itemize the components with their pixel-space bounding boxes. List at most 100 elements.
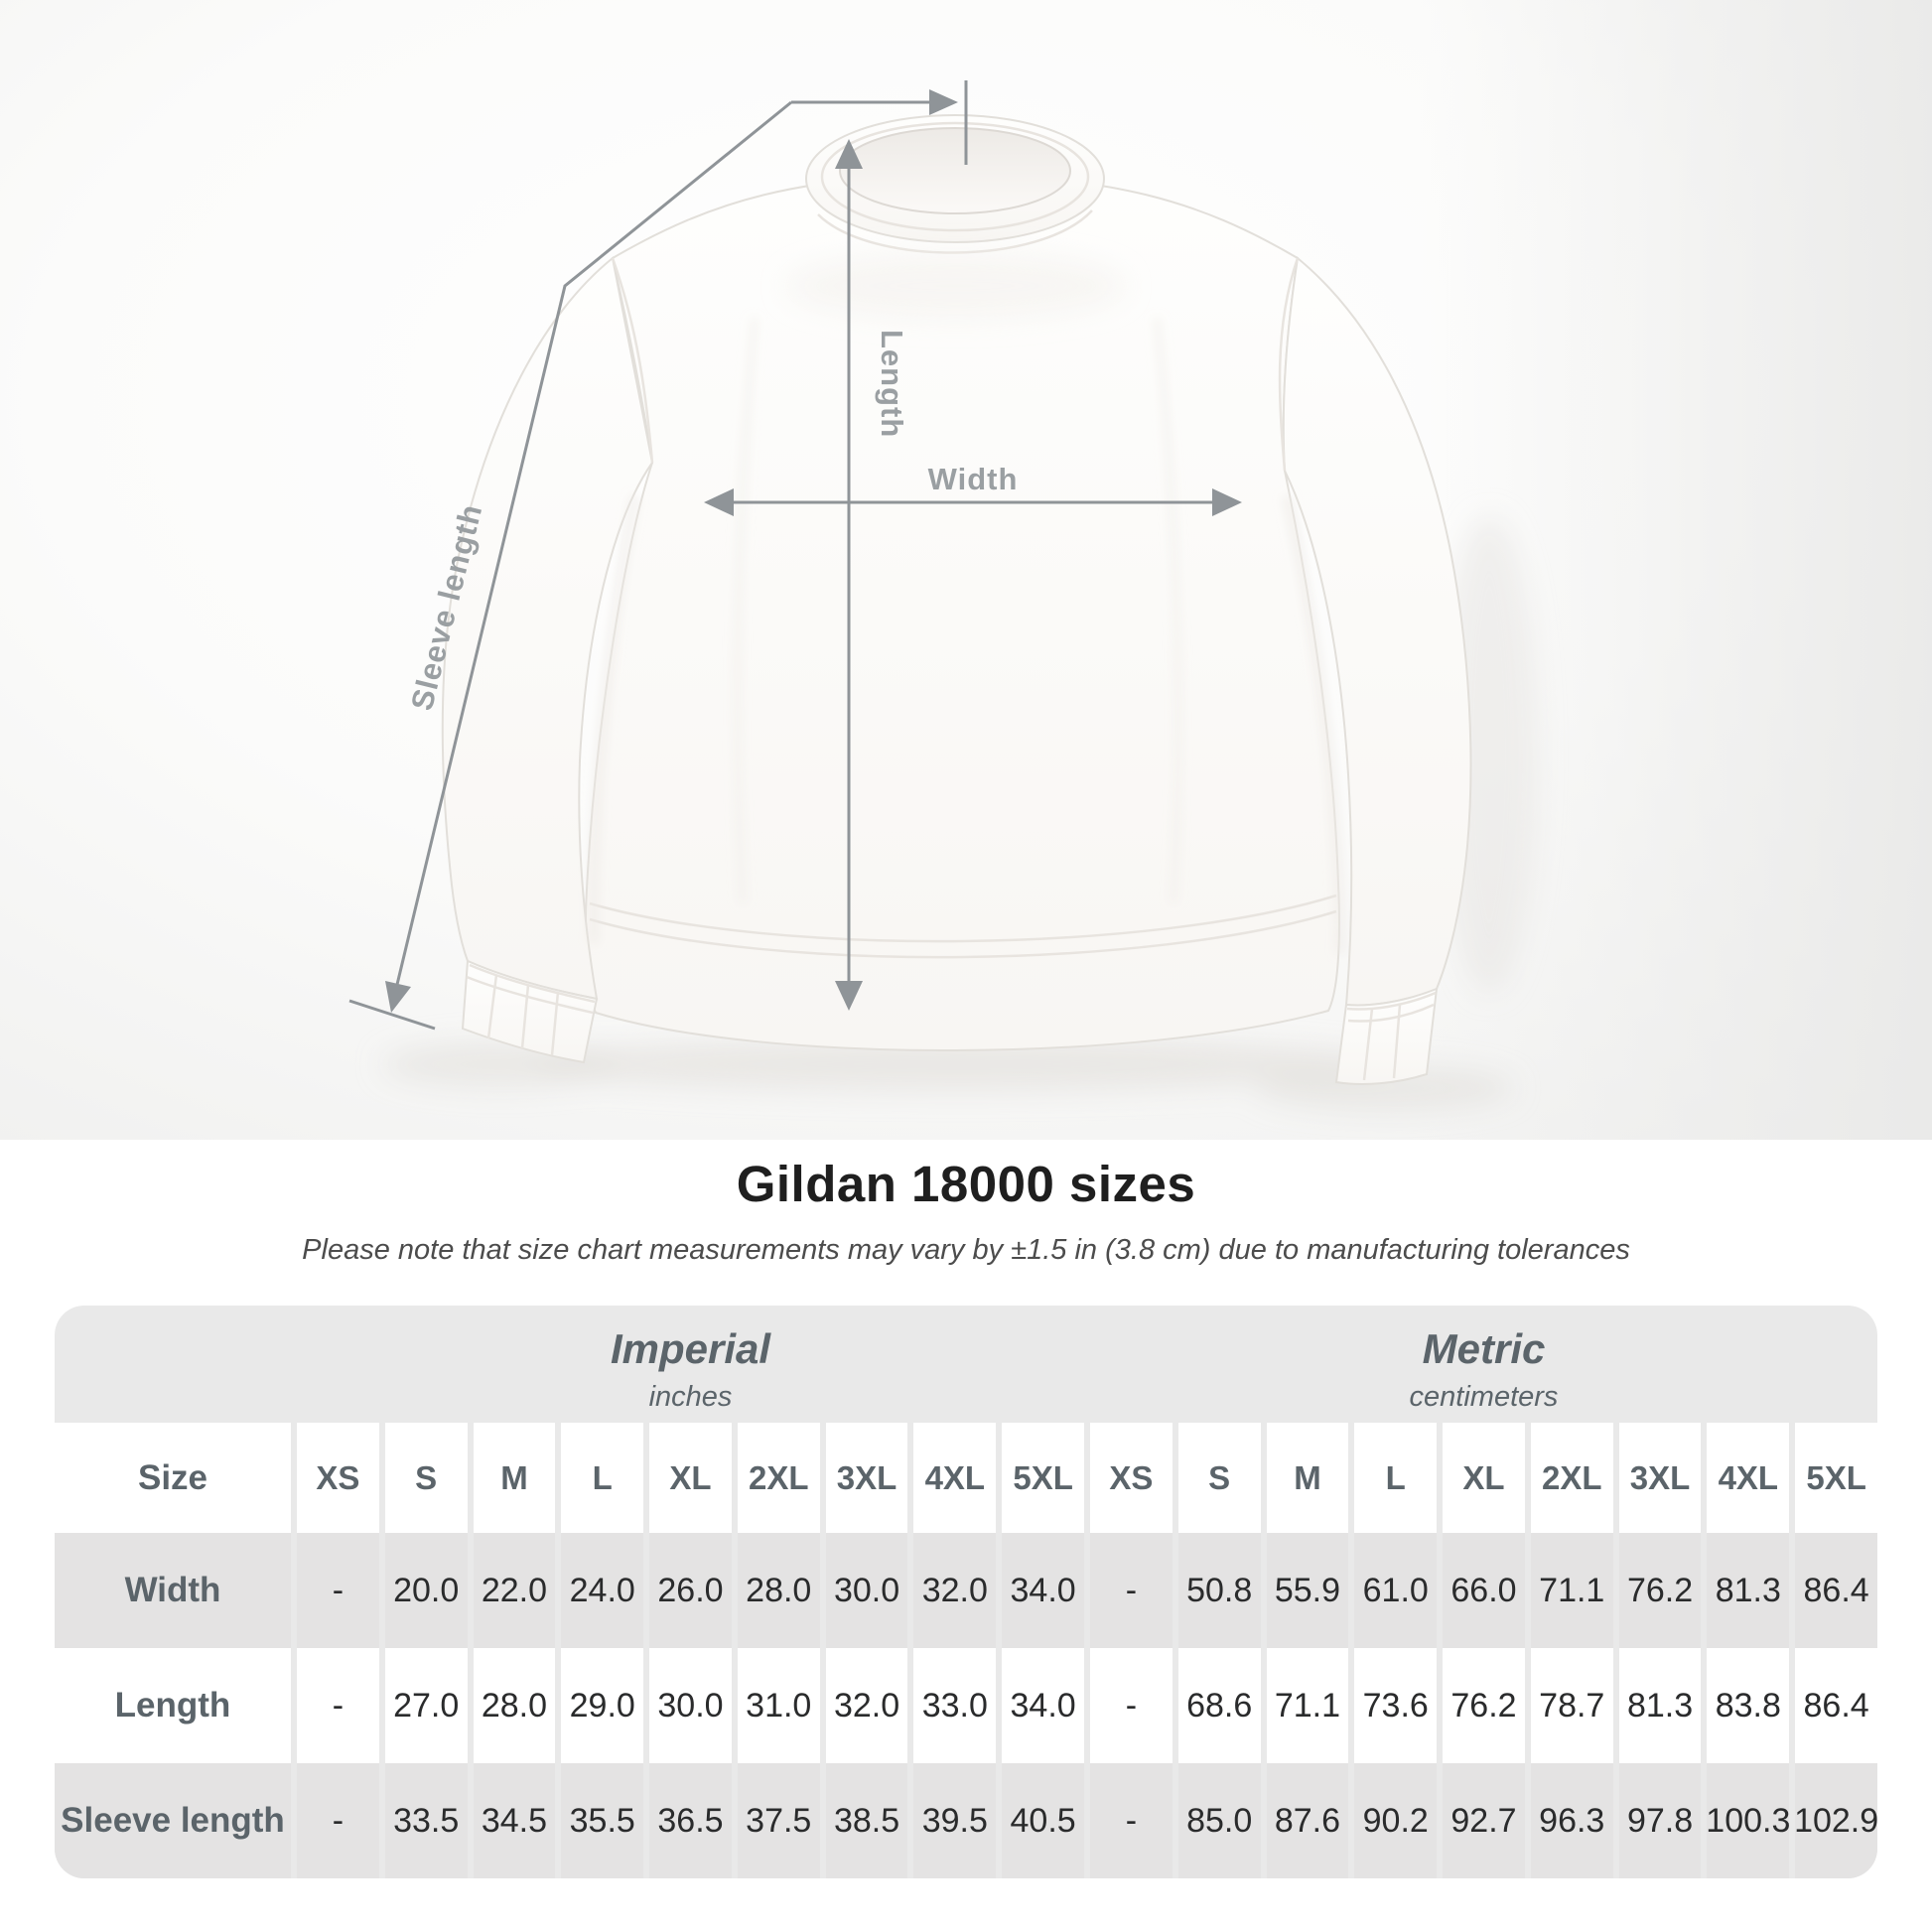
size-header: 2XL [1530, 1423, 1613, 1533]
table-value: 22.0 [473, 1533, 556, 1648]
table-value: 66.0 [1443, 1533, 1525, 1648]
table-value: 39.5 [913, 1763, 997, 1878]
table-value: 37.5 [737, 1763, 820, 1878]
table-value: 81.3 [1707, 1533, 1790, 1648]
table-value: 33.0 [913, 1648, 997, 1763]
table-value: 30.0 [649, 1648, 732, 1763]
size-header: 4XL [913, 1423, 997, 1533]
imperial-group-header: Imperial inches [297, 1306, 1084, 1423]
table-value: 34.0 [1002, 1648, 1084, 1763]
row-label: Width [55, 1533, 291, 1648]
table-value: 78.7 [1530, 1648, 1613, 1763]
size-header: 3XL [825, 1423, 908, 1533]
imperial-group-title: Imperial [610, 1325, 771, 1372]
length-start-guide [791, 80, 968, 165]
table-value: 100.3 [1706, 1763, 1790, 1878]
size-column-header: Size [55, 1423, 291, 1533]
table-value: 32.0 [825, 1648, 908, 1763]
table-value: 34.5 [473, 1763, 556, 1878]
imperial-group-unit: inches [648, 1381, 733, 1413]
length-arrow [835, 139, 863, 1011]
table-value: 55.9 [1266, 1533, 1349, 1648]
table-value: 102.9 [1794, 1763, 1877, 1878]
metric-group-unit: centimeters [1409, 1381, 1559, 1413]
table-value: 28.0 [473, 1648, 556, 1763]
size-header: XS [297, 1423, 379, 1533]
length-dimension-label: Length [875, 330, 909, 438]
size-header: M [1266, 1423, 1349, 1533]
table-value: 76.2 [1443, 1648, 1525, 1763]
width-dimension-label: Width [928, 462, 1019, 496]
table-value: - [297, 1533, 379, 1648]
collar-inner [839, 127, 1071, 214]
table-value: 29.0 [561, 1648, 644, 1763]
table-value: 87.6 [1266, 1763, 1349, 1878]
fabric-folds [589, 317, 1344, 954]
table-value: 83.8 [1707, 1648, 1790, 1763]
table-value: 85.0 [1177, 1763, 1261, 1878]
product-photo: Length Width Sleeve length [0, 0, 1932, 1140]
table-value: 34.0 [1002, 1533, 1084, 1648]
table-value: 96.3 [1530, 1763, 1613, 1878]
tolerance-note: Please note that size chart measurements… [302, 1234, 1630, 1266]
table-value: - [1090, 1648, 1173, 1763]
table-row-sleeve-length: Sleeve length - 33.5 34.5 35.5 36.5 37.5… [55, 1763, 1877, 1878]
table-value: 90.2 [1354, 1763, 1438, 1878]
size-header: XL [1443, 1423, 1525, 1533]
size-header: 4XL [1707, 1423, 1790, 1533]
table-row-width: Width - 20.0 22.0 24.0 26.0 28.0 30.0 32… [55, 1533, 1877, 1648]
table-value: 92.7 [1443, 1763, 1525, 1878]
table-value: 50.8 [1177, 1533, 1261, 1648]
table-value: 20.0 [384, 1533, 468, 1648]
row-label: Length [55, 1648, 291, 1763]
table-value: 33.5 [384, 1763, 468, 1878]
page-title: Gildan 18000 sizes [736, 1156, 1196, 1212]
row-label: Sleeve length [55, 1763, 291, 1878]
size-header: XL [649, 1423, 732, 1533]
table-value: 35.5 [561, 1763, 644, 1878]
table-value: 24.0 [561, 1533, 644, 1648]
table-value: 71.1 [1530, 1533, 1613, 1648]
sleeve-length-arrow [348, 100, 792, 1031]
table-value: 68.6 [1177, 1648, 1261, 1763]
sweatshirt-measurement-diagram: Length Width Sleeve length [0, 0, 1932, 1140]
table-value: 86.4 [1795, 1648, 1877, 1763]
corner-cell [55, 1306, 291, 1423]
table-value: - [297, 1648, 379, 1763]
table-value: 81.3 [1618, 1648, 1702, 1763]
table-value: 61.0 [1354, 1533, 1438, 1648]
under-collar-shade [787, 254, 1125, 318]
table-value: 32.0 [913, 1533, 997, 1648]
size-header: 2XL [737, 1423, 820, 1533]
table-row-length: Length - 27.0 28.0 29.0 30.0 31.0 32.0 3… [55, 1648, 1877, 1763]
size-header: XS [1090, 1423, 1173, 1533]
size-table: Imperial inches Metric centimeters Size … [55, 1306, 1877, 1878]
table-value: 40.5 [1002, 1763, 1084, 1878]
table-value: 71.1 [1266, 1648, 1349, 1763]
table-value: - [1090, 1533, 1173, 1648]
size-header: L [1354, 1423, 1438, 1533]
garment-seams [466, 121, 1437, 1081]
size-header: S [384, 1423, 468, 1533]
garment-shadow [382, 516, 1537, 1110]
table-value: 36.5 [649, 1763, 732, 1878]
table-value: 86.4 [1795, 1533, 1877, 1648]
metric-group-header: Metric centimeters [1090, 1306, 1877, 1423]
table-value: 97.8 [1618, 1763, 1702, 1878]
width-arrow [704, 488, 1242, 516]
size-header: 5XL [1002, 1423, 1084, 1533]
unit-group-row: Imperial inches Metric centimeters [55, 1306, 1877, 1423]
size-header-row: Size XS S M L XL 2XL 3XL 4XL 5XL XS S M … [55, 1423, 1877, 1533]
size-header: M [473, 1423, 556, 1533]
table-value: 76.2 [1618, 1533, 1702, 1648]
table-value: 31.0 [737, 1648, 820, 1763]
size-header: S [1177, 1423, 1261, 1533]
table-value: 30.0 [825, 1533, 908, 1648]
table-value: 26.0 [649, 1533, 732, 1648]
size-header: 5XL [1795, 1423, 1877, 1533]
table-value: 73.6 [1354, 1648, 1438, 1763]
table-value: - [1090, 1763, 1173, 1878]
size-header: 3XL [1618, 1423, 1702, 1533]
table-value: 38.5 [825, 1763, 908, 1878]
